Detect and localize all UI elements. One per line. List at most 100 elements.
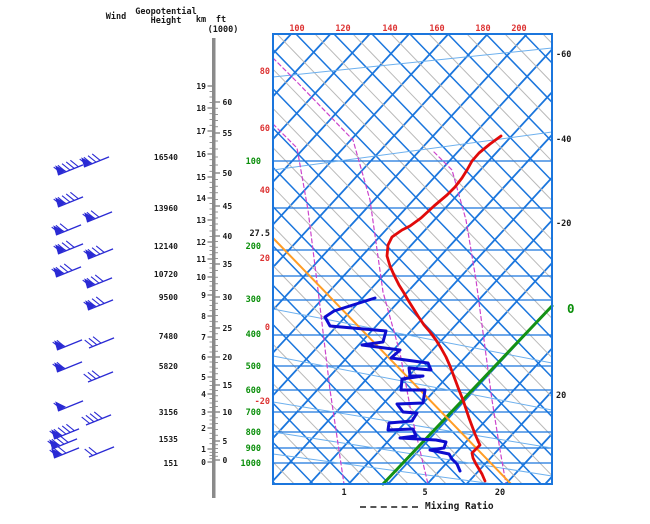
svg-text:-20: -20 (255, 397, 270, 407)
svg-text:800: 800 (246, 428, 261, 438)
km-scale-header: km (195, 15, 207, 25)
svg-text:9: 9 (201, 291, 206, 300)
svg-text:55: 55 (223, 129, 233, 138)
svg-text:16540: 16540 (154, 153, 178, 162)
svg-text:15: 15 (223, 381, 233, 390)
mixing-ratio-legend-label: Mixing Ratio (425, 501, 494, 512)
svg-text:7: 7 (201, 333, 206, 342)
svg-text:400: 400 (246, 330, 261, 340)
right-zero-isotherm-label: 0 (567, 301, 575, 316)
svg-text:600: 600 (246, 386, 261, 396)
svg-text:10: 10 (196, 273, 206, 282)
pressure-axis-labels: 100 200 300 400 500 600 700 800 900 1000 (241, 157, 261, 469)
svg-text:25: 25 (223, 324, 233, 333)
geopotential-header-line2: Height (150, 16, 182, 26)
svg-text:15: 15 (196, 173, 206, 182)
svg-text:13: 13 (196, 216, 206, 225)
wind-barb-icon (52, 361, 83, 373)
svg-text:27.5: 27.5 (250, 229, 270, 239)
wind-barb-icon (53, 400, 84, 412)
svg-text:1000: 1000 (241, 459, 261, 469)
mixing-ratio-legend: Mixing Ratio (360, 501, 494, 512)
svg-text:50: 50 (223, 169, 233, 178)
svg-text:10: 10 (223, 408, 233, 417)
svg-text:16: 16 (196, 150, 206, 159)
svg-text:700: 700 (246, 408, 261, 418)
wind-barb-icon (53, 240, 84, 255)
svg-text:19: 19 (196, 82, 206, 91)
svg-text:5: 5 (422, 488, 427, 498)
svg-text:40: 40 (223, 232, 233, 241)
wind-barb-icon (79, 153, 110, 168)
svg-text:20: 20 (260, 254, 270, 264)
svg-text:10720: 10720 (154, 270, 178, 279)
left-dry-adiabat-labels: 80 60 40 20 0 -20 (255, 67, 270, 407)
dewpoint-curve (323, 296, 462, 473)
svg-text:0: 0 (223, 456, 228, 465)
svg-text:60: 60 (223, 98, 233, 107)
svg-text:14: 14 (196, 194, 206, 203)
wind-barbs (47, 153, 115, 459)
svg-text:1535: 1535 (159, 435, 178, 444)
parcel-adiabat-line (272, 237, 512, 485)
wind-barb-icon (52, 339, 83, 351)
geopotential-header-line1: Geopotential (135, 7, 197, 17)
svg-text:500: 500 (246, 362, 261, 372)
svg-text:12140: 12140 (154, 242, 178, 251)
wind-barb-icon (84, 336, 115, 349)
svg-text:7480: 7480 (159, 332, 178, 341)
svg-text:2: 2 (201, 424, 206, 433)
svg-text:160: 160 (429, 24, 444, 34)
svg-text:300: 300 (246, 295, 261, 305)
mixing-ratio-value-labels: 1 5 20 (341, 488, 505, 498)
svg-text:120: 120 (335, 24, 350, 34)
svg-text:18: 18 (196, 104, 206, 113)
ft-scale-ticks: 0 5 10 15 20 25 30 35 40 45 50 55 60 (215, 98, 233, 465)
top-dry-adiabat-labels: 100 120 140 160 180 200 (289, 24, 526, 34)
svg-text:151: 151 (164, 459, 179, 468)
svg-text:60: 60 (260, 124, 270, 134)
wind-barb-icon (51, 223, 82, 236)
svg-text:80: 80 (260, 67, 270, 77)
wind-barb-icon (49, 423, 80, 440)
svg-text:1: 1 (201, 445, 206, 454)
svg-text:20: 20 (495, 488, 505, 498)
geopotential-height-header: Geopotential Height (131, 8, 201, 26)
svg-text:5: 5 (201, 373, 206, 382)
svg-text:100: 100 (246, 157, 261, 167)
svg-text:5820: 5820 (159, 362, 178, 371)
svg-text:8: 8 (201, 312, 206, 321)
parcel-adiabat-label: 27.5 (250, 229, 270, 239)
svg-text:11: 11 (196, 255, 206, 264)
svg-text:100: 100 (289, 24, 304, 34)
svg-text:45: 45 (223, 202, 233, 211)
svg-text:12: 12 (196, 238, 206, 247)
mixing-ratio-lines (273, 57, 507, 484)
wind-barb-icon (82, 274, 113, 289)
height-scale-bar (212, 38, 216, 498)
svg-text:3156: 3156 (159, 408, 178, 417)
wind-barb-icon (83, 245, 114, 260)
mixing-ratio-dash-icon (360, 505, 418, 508)
svg-text:5: 5 (223, 437, 228, 446)
svg-text:35: 35 (223, 260, 233, 269)
svg-text:9500: 9500 (159, 293, 178, 302)
wind-barb-icon (51, 263, 82, 278)
svg-text:-60: -60 (556, 50, 571, 60)
svg-text:-20: -20 (556, 219, 571, 229)
temperature-curve (385, 134, 503, 483)
svg-text:-40: -40 (556, 135, 571, 145)
svg-text:4: 4 (201, 390, 206, 399)
svg-text:1: 1 (341, 488, 346, 498)
zero-isotherm-line (381, 304, 554, 486)
wind-barb-icon (49, 446, 80, 459)
svg-text:40: 40 (260, 186, 270, 196)
wind-barb-icon (81, 411, 112, 426)
svg-text:0: 0 (567, 301, 575, 316)
ft-unit-header: (1000) (207, 25, 239, 35)
svg-text:0: 0 (265, 323, 270, 333)
plot-border (272, 33, 553, 485)
